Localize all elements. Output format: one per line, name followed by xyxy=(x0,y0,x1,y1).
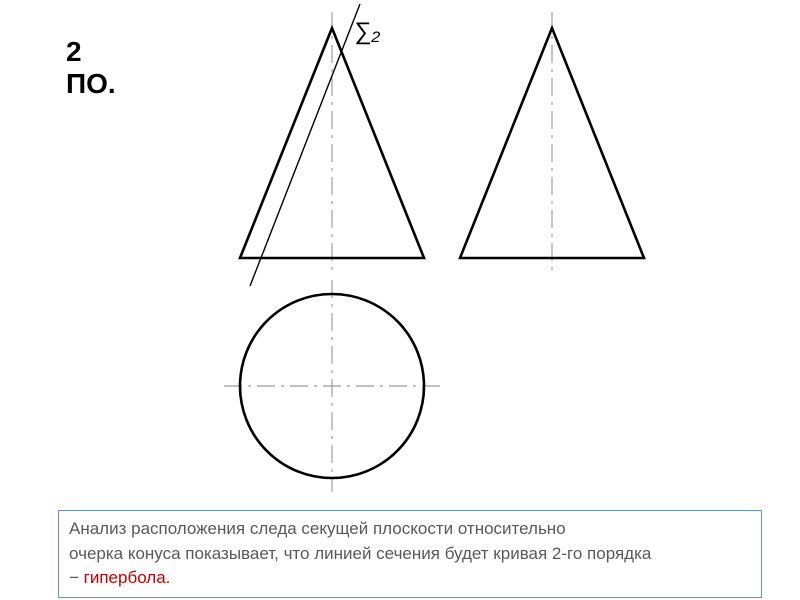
caption-segment: гипербола. xyxy=(84,568,171,587)
caption-segment: очерка конуса показывает, что линией сеч… xyxy=(69,544,651,563)
caption-box: Анализ расположения следа секущей плоско… xyxy=(58,510,762,598)
stage: 2 ПО. ∑₂ Анализ расположения следа секущ… xyxy=(0,0,800,600)
caption-segment: − xyxy=(69,568,84,587)
cutting-plane-trace xyxy=(250,4,360,286)
caption-segment: Анализ расположения следа секущей плоско… xyxy=(69,519,566,538)
